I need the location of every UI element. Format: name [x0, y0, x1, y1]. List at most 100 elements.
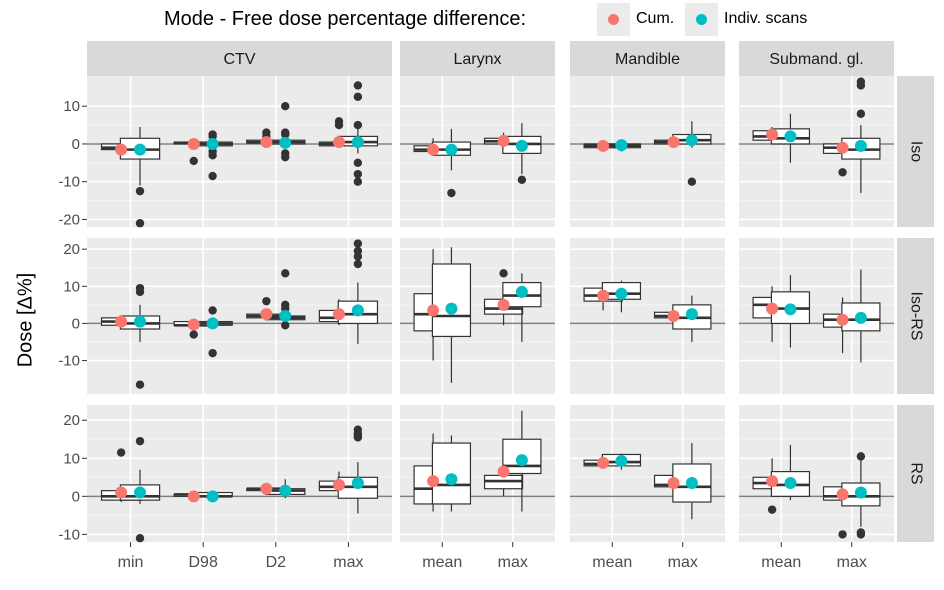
strip-label-rs: RS: [907, 462, 924, 484]
legend-swatch-cum: [608, 14, 619, 25]
y-tick-label: 0: [72, 488, 80, 505]
panel-background: [739, 405, 894, 542]
legend-key-indiv: [685, 3, 718, 36]
outlier-point: [262, 296, 271, 306]
outlier-point: [353, 120, 363, 130]
mean-point-indiv-scans: [134, 143, 147, 156]
outlier-point: [334, 117, 344, 126]
mean-point-cum-: [187, 318, 200, 331]
outlier-point: [353, 81, 363, 90]
x-tick-label-max: max: [333, 554, 363, 571]
strip-row-1: [897, 238, 934, 394]
mean-point-cum-: [115, 143, 128, 156]
mean-point-cum-: [597, 289, 610, 302]
x-tick-label-mean: mean: [761, 554, 801, 571]
outlier-point: [353, 92, 363, 101]
x-tick-label-mean: mean: [422, 554, 462, 571]
outlier-point: [189, 330, 198, 339]
mean-point-indiv-scans: [685, 477, 698, 490]
y-tick-label: 10: [63, 278, 80, 295]
mean-point-cum-: [497, 298, 510, 311]
panel-background: [87, 405, 392, 542]
outlier-point: [499, 269, 508, 278]
outlier-point: [281, 269, 290, 278]
strip-label-larynx: Larynx: [453, 51, 501, 68]
outlier-point: [281, 102, 290, 111]
outlier-point: [767, 505, 777, 514]
x-tick-label-mean: mean: [592, 554, 632, 571]
outlier-point: [353, 158, 363, 168]
mean-point-cum-: [260, 308, 273, 321]
y-axis-title: Dose [Δ%]: [14, 272, 37, 368]
panel-background: [570, 76, 725, 227]
mean-point-indiv-scans: [685, 134, 698, 147]
mean-point-cum-: [836, 141, 849, 154]
legend-key-cum: [597, 3, 630, 36]
outlier-point: [208, 130, 217, 139]
outlier-point: [281, 128, 290, 137]
mean-point-indiv-scans: [615, 287, 628, 300]
mean-point-cum-: [836, 488, 849, 501]
box-indiv-scans: [431, 263, 472, 338]
outlier-point: [353, 169, 363, 179]
mean-point-indiv-scans: [445, 302, 458, 315]
strip-column-1: [400, 41, 555, 77]
y-tick-label: 0: [72, 136, 80, 153]
mean-point-cum-: [427, 304, 440, 317]
x-tick-label-max: max: [668, 554, 698, 571]
strip-label-iso-rs: Iso-RS: [907, 292, 924, 341]
outlier-point: [838, 168, 847, 177]
mean-point-indiv-scans: [615, 454, 628, 467]
mean-point-cum-: [260, 136, 273, 149]
mean-point-cum-: [836, 313, 849, 326]
mean-point-cum-: [260, 482, 273, 495]
outlier-point: [856, 109, 866, 118]
strip-row-0: [897, 76, 934, 227]
outlier-point: [687, 177, 697, 186]
mean-point-indiv-scans: [206, 490, 219, 503]
mean-point-indiv-scans: [351, 477, 364, 490]
mean-point-cum-: [497, 134, 510, 147]
y-tick-label: -20: [58, 211, 80, 228]
strip-column-0: [87, 41, 392, 77]
strip-row-2: [897, 405, 934, 542]
strip-label-mandible: Mandible: [615, 51, 680, 68]
x-tick-label-d2: D2: [266, 554, 287, 571]
mean-point-cum-: [497, 465, 510, 478]
mean-point-indiv-scans: [206, 137, 219, 150]
outlier-point: [353, 425, 363, 434]
mean-point-indiv-scans: [279, 310, 292, 322]
outlier-point: [838, 530, 847, 539]
outlier-point: [856, 77, 866, 86]
mean-point-indiv-scans: [279, 136, 292, 149]
mean-point-cum-: [332, 478, 345, 491]
mean-point-indiv-scans: [445, 473, 458, 486]
outlier-point: [353, 177, 363, 186]
mean-point-indiv-scans: [134, 486, 147, 499]
mean-point-cum-: [766, 128, 779, 141]
x-tick-label-d98: D98: [189, 554, 218, 571]
mean-point-indiv-scans: [854, 139, 867, 152]
outlier-point: [208, 348, 217, 358]
outlier-point: [447, 188, 456, 198]
x-tick-label-max: max: [837, 554, 867, 571]
y-tick-label: 10: [63, 98, 80, 115]
mean-point-cum-: [766, 475, 779, 488]
strip-label-ctv: CTV: [224, 51, 256, 68]
outlier-point: [135, 219, 145, 228]
outlier-point: [517, 175, 527, 185]
y-tick-label: -10: [58, 526, 80, 543]
mean-point-cum-: [667, 310, 680, 322]
mean-point-cum-: [667, 477, 680, 490]
strip-label-submand-gl-: Submand. gl.: [769, 51, 863, 68]
mean-point-indiv-scans: [615, 139, 628, 152]
mean-point-indiv-scans: [854, 486, 867, 499]
mean-point-cum-: [597, 139, 610, 152]
outlier-point: [856, 530, 866, 539]
x-tick-label-max: max: [498, 554, 528, 571]
strip-column-3: [739, 41, 894, 77]
mean-point-cum-: [187, 490, 200, 503]
outlier-point: [281, 300, 290, 310]
mean-point-cum-: [332, 136, 345, 149]
